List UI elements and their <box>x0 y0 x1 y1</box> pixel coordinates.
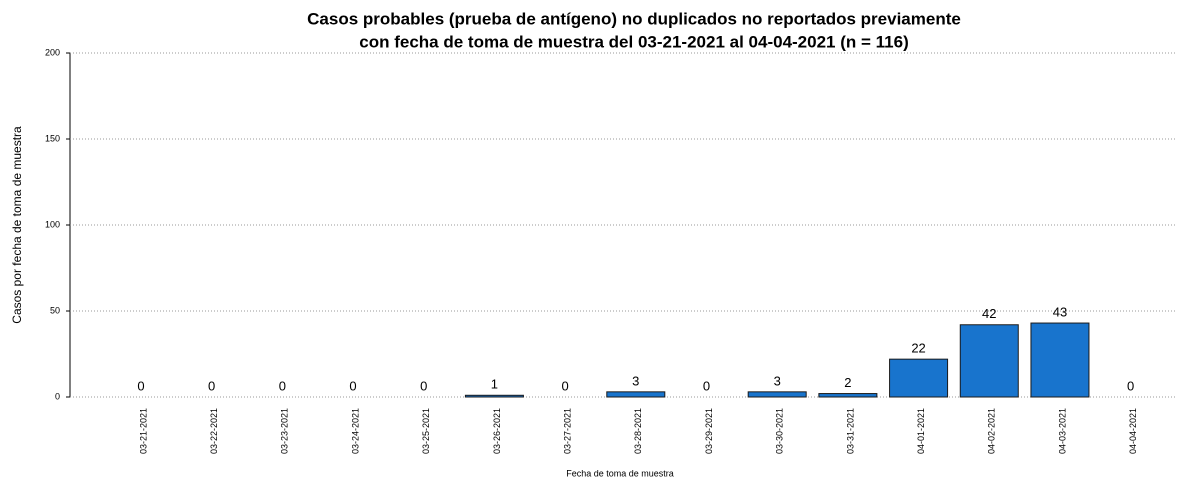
data-label: 43 <box>1053 304 1067 319</box>
data-label: 0 <box>137 378 144 393</box>
data-label: 0 <box>1127 378 1134 393</box>
data-label: 0 <box>279 378 286 393</box>
bar <box>889 358 949 398</box>
y-tick-label: 50 <box>50 305 60 315</box>
chart-title: con fecha de toma de muestra del 03-21-2… <box>359 32 908 51</box>
data-label: 3 <box>632 373 639 388</box>
x-tick-label: 03-22-2021 <box>209 408 219 454</box>
x-tick-label: 03-27-2021 <box>562 408 572 454</box>
x-tick-label: 04-02-2021 <box>987 408 997 454</box>
bar <box>818 393 878 398</box>
y-tick-label: 150 <box>45 133 60 143</box>
data-label: 0 <box>208 378 215 393</box>
data-label: 0 <box>703 378 710 393</box>
y-tick-label: 0 <box>55 391 60 401</box>
x-tick-label: 03-30-2021 <box>775 408 785 454</box>
x-tick-label: 04-04-2021 <box>1128 408 1138 454</box>
y-tick-label: 200 <box>45 47 60 57</box>
data-label: 0 <box>349 378 356 393</box>
x-tick-label: 03-31-2021 <box>845 408 855 454</box>
x-tick-label: 03-23-2021 <box>280 408 290 454</box>
data-label: 42 <box>982 306 996 321</box>
data-label: 1 <box>491 377 498 392</box>
bar <box>747 391 807 398</box>
x-tick-label: 03-26-2021 <box>492 408 502 454</box>
bar <box>1030 322 1090 398</box>
x-tick-label: 03-25-2021 <box>421 408 431 454</box>
x-tick-label: 04-03-2021 <box>1057 408 1067 454</box>
y-axis-label: Casos por fecha de toma de muestra <box>10 126 24 324</box>
x-tick-label: 03-29-2021 <box>704 408 714 454</box>
x-tick-label: 03-21-2021 <box>138 408 148 454</box>
x-tick-label: 03-24-2021 <box>350 408 360 454</box>
data-label: 0 <box>561 378 568 393</box>
y-tick-label: 100 <box>45 219 60 229</box>
data-label: 0 <box>420 378 427 393</box>
chart-title: Casos probables (prueba de antígeno) no … <box>307 9 961 28</box>
x-tick-label: 04-01-2021 <box>916 408 926 454</box>
data-label: 22 <box>911 341 925 356</box>
bar <box>959 324 1019 398</box>
data-label: 2 <box>844 375 851 390</box>
data-label: 3 <box>774 373 781 388</box>
bar <box>464 394 524 398</box>
x-tick-label: 03-28-2021 <box>633 408 643 454</box>
bar <box>606 391 666 398</box>
x-axis-label: Fecha de toma de muestra <box>566 468 674 478</box>
